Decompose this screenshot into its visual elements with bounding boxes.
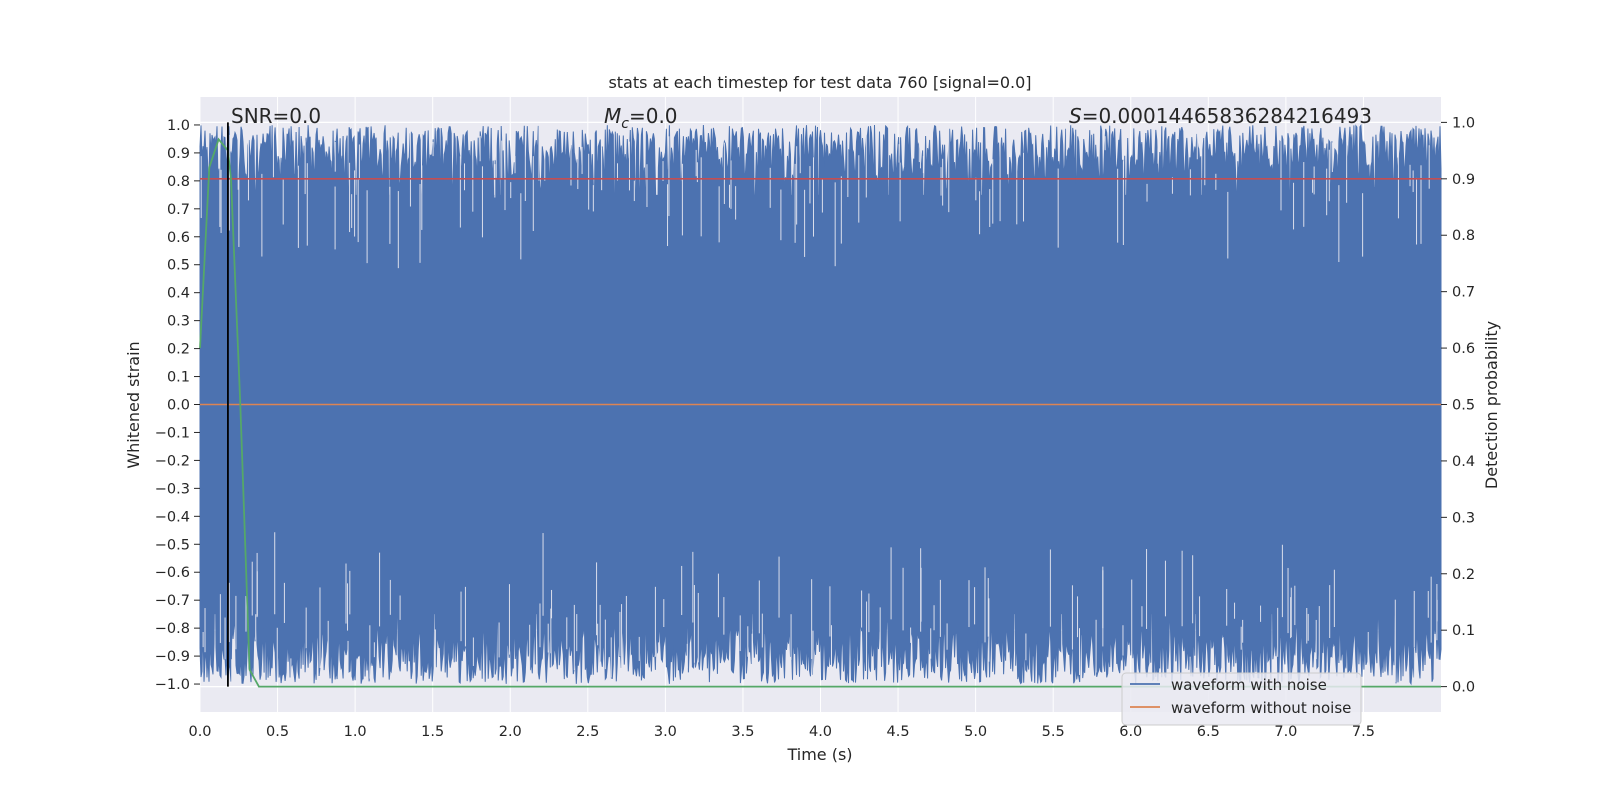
left-tick-label: −0.7 (155, 593, 190, 609)
y-axis-title: Whitened strain (124, 341, 143, 468)
left-y-ticks: 1.0 0.9 0.8 0.7 0.6 0.5 0.4 0.3 0.2 0.1 0.0 −0.1 −0.… (155, 118, 200, 693)
left-tick-label: −0.4 (155, 509, 190, 525)
x-tick-label: 2.0 (499, 724, 522, 740)
left-tick-label: −0.8 (155, 621, 190, 637)
right-tick-label: 0.9 (1452, 172, 1475, 188)
legend-box (1121, 672, 1362, 726)
right-tick-label: 0.8 (1452, 228, 1475, 244)
left-tick-label: 0.8 (167, 174, 190, 190)
x-tick-label: 7.0 (1274, 724, 1297, 740)
right-tick-label: 1.0 (1452, 115, 1475, 131)
left-tick-label: 0.0 (167, 398, 190, 414)
left-tick-label: 0.1 (167, 370, 190, 386)
left-tick-label: 0.7 (167, 202, 190, 218)
x-tick-label: 3.5 (731, 724, 754, 740)
legend-label-clean: waveform without noise (1171, 699, 1351, 717)
right-tick-label: 0.1 (1452, 623, 1475, 639)
x-tick-label: 5.5 (1042, 724, 1065, 740)
left-tick-label: 0.5 (167, 258, 190, 274)
left-tick-label: 0.4 (167, 286, 190, 302)
x-tick-label: 4.0 (809, 724, 832, 740)
lines-layer (199, 122, 1441, 688)
score-annotation: S=0.00014465836284216493 (1069, 104, 1372, 128)
x-tick-label: 5.0 (964, 724, 987, 740)
x-tick-label: 1.5 (421, 724, 444, 740)
legend: waveform with noise waveform without noi… (1121, 672, 1362, 726)
chirp-mass-annotation: Mc=0.0 (604, 104, 678, 132)
right-tick-label: 0.3 (1452, 510, 1475, 526)
right-tick-label: 0.2 (1452, 567, 1475, 583)
left-tick-label: −0.3 (155, 481, 190, 497)
right-tick-label: 0.0 (1452, 680, 1475, 696)
x-tick-label: 3.0 (654, 724, 677, 740)
right-tick-label: 0.6 (1452, 341, 1475, 357)
score-value: =0.00014465836284216493 (1082, 104, 1372, 128)
left-tick-label: −0.5 (155, 537, 190, 553)
x-tick-label: 6.0 (1119, 724, 1142, 740)
x-tick-label: 0.0 (188, 724, 211, 740)
chirp-mass-subscript: c (621, 116, 629, 132)
snr-annotation: SNR=0.0 (231, 104, 321, 128)
left-tick-label: 0.3 (167, 314, 190, 330)
legend-label-noise: waveform with noise (1171, 676, 1327, 694)
left-tick-label: −0.6 (155, 565, 190, 581)
right-tick-label: 0.4 (1452, 454, 1475, 470)
right-tick-label: 0.7 (1452, 285, 1475, 301)
left-tick-label: 1.0 (167, 118, 190, 134)
chirp-mass-symbol: M (604, 104, 621, 128)
right-tick-label: 0.5 (1452, 398, 1475, 414)
score-symbol: S (1069, 104, 1082, 128)
left-tick-label: −0.1 (155, 425, 190, 441)
detection-probability-line (199, 137, 1441, 688)
left-tick-label: −0.2 (155, 453, 190, 469)
x-tick-label: 6.5 (1197, 724, 1220, 740)
y2-axis-title: Detection probability (1482, 321, 1501, 489)
x-axis-title: Time (s) (786, 745, 852, 764)
chirp-mass-value: =0.0 (629, 104, 678, 128)
right-y-ticks: 1.0 0.9 0.8 0.7 0.6 0.5 0.4 0.3 0.2 0.1 0.0 (1441, 115, 1475, 696)
left-tick-label: 0.6 (167, 230, 190, 246)
x-tick-label: 2.5 (576, 724, 599, 740)
x-ticks: 0.0 0.5 1.0 1.5 2.0 2.5 3.0 3.5 4.0 4.5 5.0 5.5 6.0 6… (188, 724, 1375, 740)
left-tick-label: −0.9 (155, 649, 190, 665)
left-tick-label: −1.0 (155, 677, 190, 693)
left-tick-label: 0.9 (167, 146, 190, 162)
x-tick-label: 1.0 (344, 724, 367, 740)
left-tick-label: 0.2 (167, 342, 190, 358)
x-tick-label: 7.5 (1352, 724, 1375, 740)
x-tick-label: 4.5 (887, 724, 910, 740)
chart-title: stats at each timestep for test data 760… (608, 73, 1031, 92)
x-tick-label: 0.5 (266, 724, 289, 740)
